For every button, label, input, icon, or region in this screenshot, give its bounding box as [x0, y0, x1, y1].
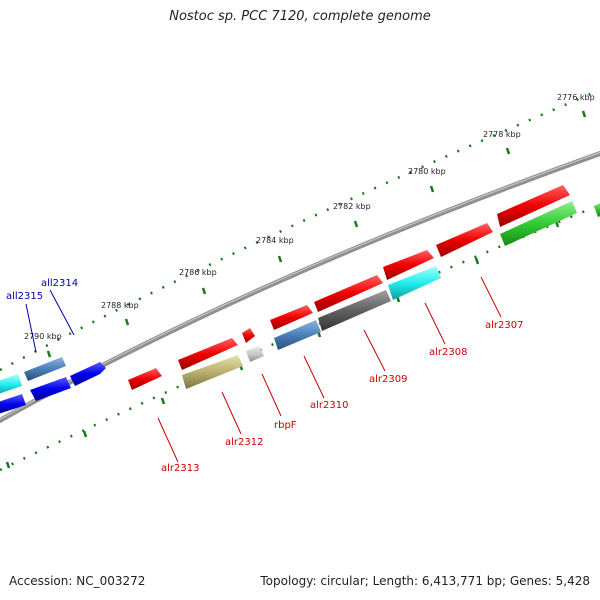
accession-label: Accession: NC_003272 — [9, 574, 146, 588]
gene-all2315[interactable] — [24, 357, 66, 381]
kbp-label-2786: 2786 kbp — [179, 268, 217, 277]
gene-alr2313[interactable] — [128, 368, 162, 390]
gene-label-alr2310: alr2310 — [310, 400, 348, 411]
gene-label-alr2312: alr2312 — [225, 437, 263, 448]
page-title: Nostoc sp. PCC 7120, complete genome — [169, 9, 431, 24]
kbp-label-2778: 2778 kbp — [483, 130, 521, 139]
gene-alr2308-upper[interactable] — [383, 250, 434, 280]
gene-label-alr2307: alr2307 — [485, 320, 523, 331]
gene-alr2310-upper[interactable] — [270, 305, 313, 330]
gene-forward-9[interactable] — [594, 201, 600, 217]
gene-label-all2314: all2314 — [41, 278, 78, 289]
gene-alr2312-upper[interactable] — [178, 338, 238, 370]
genome-backbone-highlight — [0, 152, 600, 420]
gene-rbpF-upper[interactable] — [242, 328, 255, 343]
gene-label-all2315: all2315 — [6, 291, 43, 302]
gene-reverse-4[interactable] — [0, 374, 22, 395]
kbp-label-2782: 2782 kbp — [333, 202, 371, 211]
gene-alr2307[interactable] — [500, 201, 577, 246]
gene-rbpF[interactable] — [246, 346, 264, 362]
kbp-label-2776: 2776 kbp — [557, 93, 595, 102]
gene-reverse-5[interactable] — [0, 394, 26, 415]
gene-alr2309[interactable] — [318, 290, 391, 331]
gene-label-alr2313: alr2313 — [161, 463, 199, 474]
gene-alr2310[interactable] — [274, 320, 321, 350]
gene-reverse-3[interactable] — [30, 377, 71, 401]
kbp-label-2780: 2780 kbp — [408, 167, 446, 176]
gene-alr2309-upper[interactable] — [314, 275, 383, 312]
outer-major-ticks — [46, 110, 587, 358]
callout-lines — [25, 276, 502, 463]
gene-label-alr2309: alr2309 — [369, 374, 407, 385]
genome-backbone — [0, 150, 600, 424]
gene-all2314[interactable] — [70, 362, 106, 386]
gene-forward-8[interactable] — [497, 185, 570, 227]
kbp-label-2788: 2788 kbp — [101, 301, 139, 310]
gene-label-alr2308: alr2308 — [429, 347, 467, 358]
gene-label-rbpF: rbpF — [274, 420, 297, 431]
kbp-label-2784: 2784 kbp — [256, 236, 294, 245]
gene-alr2312[interactable] — [182, 355, 243, 389]
genome-summary: Topology: circular; Length: 6,413,771 bp… — [260, 574, 590, 588]
kbp-label-2790: 2790 kbp — [24, 332, 62, 341]
gene-alr2307-upper[interactable] — [436, 223, 493, 257]
gene-alr2308[interactable] — [388, 266, 441, 300]
